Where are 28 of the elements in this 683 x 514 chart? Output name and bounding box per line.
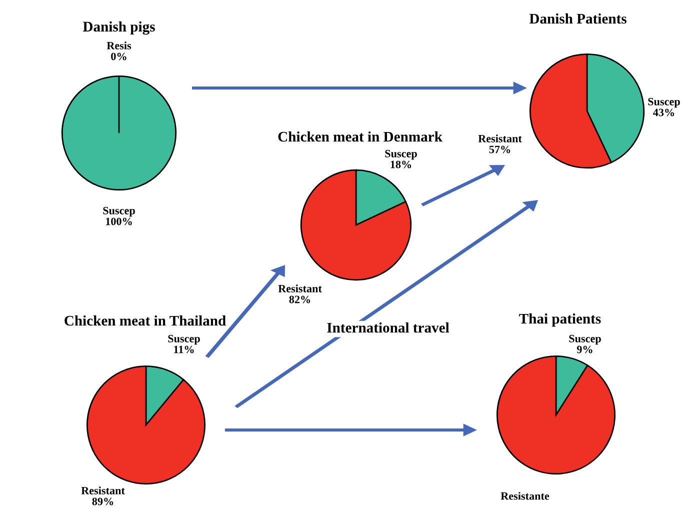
text: 0% [111,52,126,60]
pie-slice [300,169,412,281]
slice-label: Resistant [478,134,522,142]
data-label: 57% [489,146,510,154]
slice-label: Suscep [103,206,135,217]
pie-slice [86,365,206,485]
data-label: 82% [289,296,310,304]
chart-title: Thai patients [519,313,601,327]
data-label: 11% [174,346,194,354]
data-label: 100% [106,218,132,226]
data-label: 43% [653,108,674,116]
chart-title: Chicken meat in Denmark [278,131,442,142]
data-label: 9% [576,346,592,354]
category-label: Resis [106,42,132,50]
slice-label: Suscep [385,150,417,160]
slice-label: Resistante [500,492,550,500]
slice-label: Resistant [278,284,322,292]
chart-title: Chicken meat in Thailand [64,315,226,326]
data-label: 89% [92,498,114,506]
slice-label: Resistant [81,486,125,494]
chart-title: Danish Patients [529,13,626,24]
text: International travel [327,322,450,333]
data-label: 18% [390,160,412,168]
slice-label: Suscep [168,334,200,345]
slice-label: Suscep [569,334,601,345]
chart-title: Danish pigs [82,21,155,35]
slice-label: Suscep [648,98,680,108]
pie-slice [496,355,616,475]
